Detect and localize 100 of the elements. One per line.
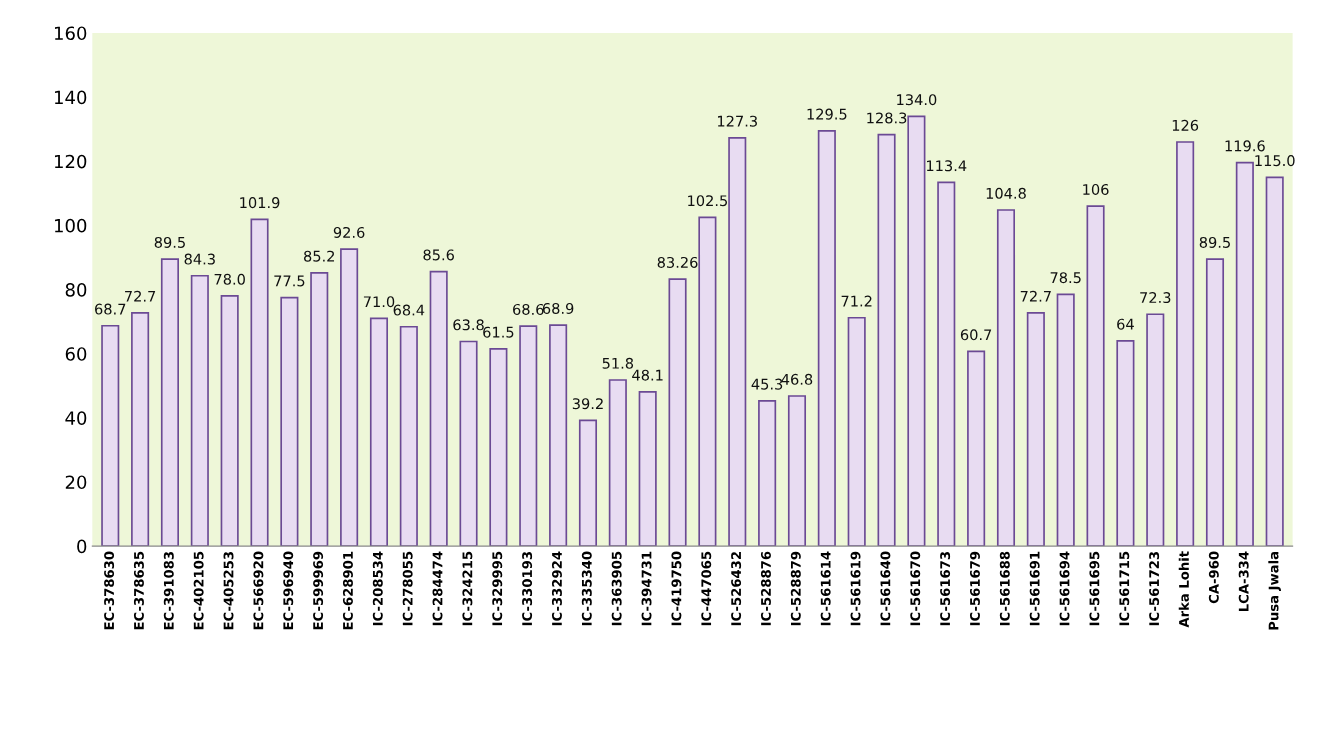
data-label: 127.3 — [717, 115, 757, 127]
bar — [549, 324, 568, 547]
y-tick-label: 20 — [65, 475, 87, 490]
x-tick-label: IC-363905 — [611, 551, 622, 626]
bar — [1265, 176, 1284, 547]
y-tick-label: 100 — [54, 218, 87, 233]
data-label: 78.5 — [1050, 272, 1081, 284]
bar — [131, 312, 150, 547]
data-label: 68.6 — [513, 303, 544, 315]
bar — [877, 133, 896, 547]
x-tick-label: LCA-334 — [1238, 551, 1249, 612]
data-label: 72.7 — [1020, 290, 1051, 302]
data-label: 39.2 — [572, 398, 603, 410]
x-tick-label: EC-402105 — [193, 551, 204, 630]
data-label: 129.5 — [807, 108, 847, 120]
data-label: 134.0 — [897, 94, 937, 106]
x-tick-label: IC-561688 — [999, 551, 1010, 626]
bar — [996, 209, 1016, 547]
data-label: 48.1 — [632, 369, 663, 381]
bar — [937, 181, 956, 547]
bar — [967, 350, 986, 547]
bar — [429, 270, 448, 547]
bar — [1086, 205, 1105, 547]
x-tick-label: IC-526432 — [731, 552, 742, 626]
bar — [250, 218, 269, 547]
x-tick-label: IC-208534 — [372, 551, 383, 626]
data-label: 61.5 — [483, 326, 514, 338]
y-tick-label: 160 — [54, 26, 87, 41]
x-tick-label: IC-561715 — [1119, 551, 1130, 626]
bar — [698, 216, 717, 547]
x-tick-label: IC-561619 — [850, 551, 861, 626]
bar — [459, 340, 478, 547]
y-tick-label: 120 — [54, 154, 87, 169]
x-tick-label: IC-528876 — [760, 551, 771, 626]
x-tick-label: IC-284474 — [432, 551, 443, 626]
data-label: 78.0 — [214, 273, 245, 285]
bar — [638, 390, 657, 547]
x-tick-label: EC-378630 — [104, 551, 115, 630]
x-tick-label: IC-528879 — [790, 551, 801, 626]
data-label: 102.5 — [688, 195, 727, 207]
x-tick-label: IC-561614 — [820, 551, 831, 626]
x-tick-label: IC-332924 — [551, 551, 562, 626]
x-tick-label: IC-561679 — [969, 551, 980, 626]
data-label: 89.5 — [1199, 236, 1230, 248]
bar — [1235, 161, 1254, 547]
bar — [1205, 258, 1225, 547]
y-tick-label: 80 — [65, 282, 87, 297]
bar — [668, 278, 687, 547]
data-label: 101.9 — [240, 197, 280, 209]
bar — [190, 274, 209, 547]
data-label: 126 — [1172, 119, 1199, 131]
data-label: 46.8 — [781, 373, 813, 385]
data-label: 119.6 — [1225, 140, 1265, 152]
data-label: 115.0 — [1255, 155, 1295, 167]
data-label: 89.5 — [154, 236, 185, 248]
x-tick-label: EC-628901 — [342, 551, 353, 630]
x-tick-label: IC-561691 — [1029, 551, 1040, 626]
bar — [310, 272, 329, 547]
x-tick-label: EC-405253 — [223, 551, 234, 630]
data-label: 72.3 — [1140, 292, 1171, 304]
bar — [847, 316, 866, 547]
data-label: 128.3 — [867, 112, 907, 124]
x-tick-label: IC-447065 — [701, 551, 712, 626]
bar — [160, 258, 180, 547]
x-tick-label: EC-566920 — [253, 551, 264, 630]
data-label: 68.7 — [95, 303, 126, 315]
data-label: 85.6 — [423, 249, 454, 261]
data-label: 45.3 — [751, 378, 783, 390]
x-tick-label: EC-378635 — [133, 551, 144, 630]
data-label: 83.26 — [657, 256, 698, 268]
x-tick-label: IC-330193 — [522, 551, 533, 626]
bar — [758, 399, 777, 547]
x-tick-label: IC-561695 — [1089, 551, 1100, 626]
bar — [1116, 340, 1135, 547]
bar — [101, 324, 120, 547]
bar — [787, 395, 807, 547]
x-tick-label: EC-391083 — [163, 551, 174, 630]
bar — [578, 419, 598, 547]
x-tick-label: IC-335340 — [581, 551, 592, 626]
x-tick-label: IC-329995 — [492, 551, 503, 626]
data-label: 104.8 — [986, 187, 1026, 199]
bar — [907, 115, 926, 547]
data-label: 68.9 — [542, 302, 574, 314]
data-label: 77.5 — [274, 275, 305, 287]
data-label: 72.7 — [125, 290, 156, 302]
data-label: 71.0 — [363, 296, 395, 308]
data-label: 64 — [1117, 318, 1134, 330]
x-tick-label: IC-561640 — [880, 551, 891, 626]
data-label: 85.2 — [304, 250, 335, 262]
x-tick-label: IC-324215 — [462, 551, 473, 626]
x-tick-label: EC-599969 — [313, 551, 324, 630]
data-label: 113.4 — [926, 160, 967, 172]
y-tick-label: 60 — [65, 347, 87, 361]
bar — [1146, 313, 1165, 547]
data-label: 106 — [1083, 183, 1109, 195]
bar — [399, 325, 418, 547]
x-tick-label: IC-419750 — [671, 551, 682, 626]
data-label: 71.2 — [841, 295, 872, 307]
x-tick-label: IC-561673 — [940, 551, 951, 626]
bar — [608, 379, 627, 547]
